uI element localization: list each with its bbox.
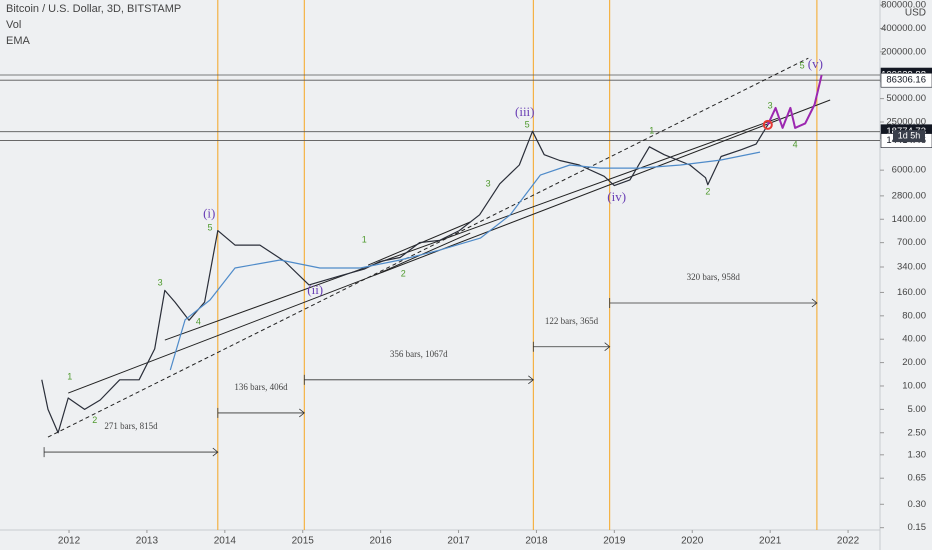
x-tick-label: 2021 [759,536,782,547]
y-tick-label: 5.00 [908,404,927,415]
range-arrow [212,447,219,457]
countdown: 1d 5h [898,131,921,141]
x-tick-label: 2013 [136,536,159,547]
trendline [47,57,809,438]
y-tick-label: 340.00 [897,262,926,273]
range-label: 320 bars, 958d [687,272,741,282]
x-tick-label: 2018 [525,536,548,547]
y-tick-label: 20.00 [902,357,926,368]
price-label-box [880,72,932,88]
wave-label: 1 [649,125,654,135]
x-tick-label: 2015 [292,536,315,547]
y-tick-label: 25000.00 [886,117,926,128]
y-tick-label: 1.30 [908,449,927,460]
y-tick-label: 10.00 [902,380,926,391]
y-tick-label: 80.00 [902,310,926,321]
trendline [164,117,779,341]
wave-label: 4 [793,140,798,150]
range-label: 356 bars, 1067d [390,349,448,359]
wave-label: 3 [768,100,773,110]
x-tick-label: 2020 [681,536,704,547]
chart-title: Bitcoin / U.S. Dollar, 3D, BITSTAMP [6,3,181,15]
range-arrow [604,342,611,352]
x-tick-label: 2022 [837,536,860,547]
wave-label: (ii) [307,282,323,297]
range-label: 136 bars, 406d [234,382,288,392]
target-marker [762,119,773,130]
price-line-series [766,74,823,129]
y-tick-label: 50000.00 [886,93,926,104]
wave-label: 5 [208,222,213,232]
y-tick-label: 400000.00 [881,23,926,34]
wave-label: (iv) [607,189,626,204]
indicator-label: Vol [6,19,21,31]
y-tick-label: 2800.00 [892,190,926,201]
wave-label: (v) [808,56,823,71]
x-tick-label: 2012 [58,536,81,547]
y-tick-label: 2.50 [908,427,927,438]
range-label: 122 bars, 365d [545,316,599,326]
range-arrow [811,298,818,308]
x-tick-label: 2016 [370,536,393,547]
wave-label: (i) [203,206,215,221]
range-label: 271 bars, 815d [104,421,158,431]
x-tick-label: 2019 [603,536,626,547]
trendline [68,99,831,394]
wave-label: 5 [800,61,805,71]
y-tick-label: 800000.00 [881,0,926,11]
range-arrow [528,375,534,385]
x-tick-label: 2014 [214,536,237,547]
indicator-label: EMA [6,35,31,47]
wave-label: 2 [401,268,406,278]
countdown-box [893,130,925,143]
wave-label: 3 [486,178,491,188]
wave-label: 1 [362,234,367,244]
currency-label: USD [905,8,926,19]
range-arrow [299,408,305,418]
y-tick-label: 0.30 [908,499,927,510]
wave-label: 3 [158,277,163,287]
price-line-series [169,151,761,371]
y-tick-label: 1400.00 [892,214,926,225]
y-tick-label: 6000.00 [892,165,926,176]
y-tick-label: 160.00 [897,287,926,298]
wave-label: 4 [196,317,201,327]
y-tick-label: 0.15 [908,522,927,533]
wave-label: 1 [67,372,72,382]
y-tick-label: 200000.00 [881,46,926,57]
y-tick-label: 40.00 [902,334,926,345]
wave-label: 5 [525,119,530,129]
x-tick-label: 2017 [447,536,470,547]
wave-label: 2 [705,186,710,196]
price-line-series [41,124,769,434]
wave-label: 2 [92,415,97,425]
price-label: 86306.16 [886,75,926,86]
wave-label: (iii) [515,104,535,119]
y-tick-label: 0.65 [908,473,927,484]
y-tick-label: 700.00 [897,237,926,248]
